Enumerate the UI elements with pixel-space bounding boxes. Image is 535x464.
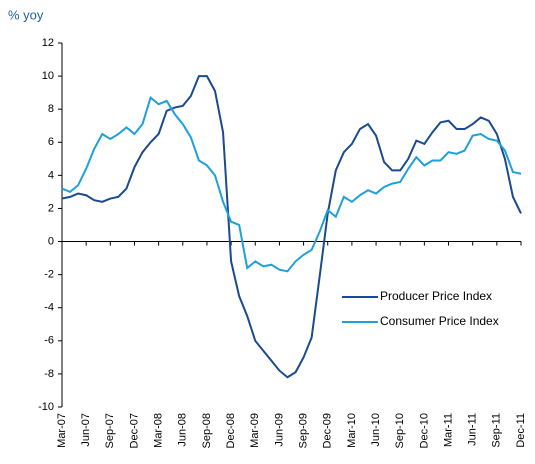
x-tick-label: Sep-10 xyxy=(394,413,406,448)
y-tick-label: 6 xyxy=(48,136,54,148)
y-tick-label: -6 xyxy=(44,335,54,347)
y-tick-label: 0 xyxy=(48,235,54,247)
x-tick-label: Sep-09 xyxy=(297,413,309,448)
x-tick-label: Jun-11 xyxy=(467,413,479,446)
y-tick-label: -4 xyxy=(44,302,54,314)
y-tick-label: 2 xyxy=(48,202,54,214)
x-tick-label: Mar-10 xyxy=(346,413,358,448)
x-tick-label: Jun-10 xyxy=(370,413,382,447)
y-tick-label: 8 xyxy=(48,103,54,115)
y-tick-label: 12 xyxy=(42,37,54,49)
x-tick-label: Mar-08 xyxy=(153,413,165,448)
x-tick-label: Dec-08 xyxy=(225,413,237,448)
series-line xyxy=(61,95,522,273)
x-tick-label: Mar-11 xyxy=(442,413,454,447)
x-tick-label: Jun-07 xyxy=(80,413,92,447)
x-tick-label: Dec-07 xyxy=(128,413,140,448)
x-tick-label: Sep-11 xyxy=(491,413,503,448)
y-tick-label: -10 xyxy=(38,401,54,413)
y-tick-label: -8 xyxy=(44,368,54,380)
y-tick-label: 10 xyxy=(42,70,54,82)
x-tick-label: Sep-07 xyxy=(104,413,116,448)
legend-label: Consumer Price Index xyxy=(380,314,499,328)
y-tick-label: -2 xyxy=(44,269,54,281)
x-tick-label: Dec-10 xyxy=(418,413,430,448)
x-tick-label: Mar-07 xyxy=(56,413,68,448)
x-tick-label: Jun-08 xyxy=(177,413,189,447)
y-tick-label: 4 xyxy=(48,169,54,181)
y-axis-label: % yoy xyxy=(8,7,44,22)
x-tick-label: Dec-11 xyxy=(515,413,527,448)
x-tick-label: Mar-09 xyxy=(249,413,261,448)
series-line xyxy=(61,75,522,379)
x-tick-label: Jun-09 xyxy=(273,413,285,447)
x-tick-label: Dec-09 xyxy=(322,413,334,448)
x-tick-label: Sep-08 xyxy=(201,413,213,448)
legend-label: Producer Price Index xyxy=(380,289,492,303)
